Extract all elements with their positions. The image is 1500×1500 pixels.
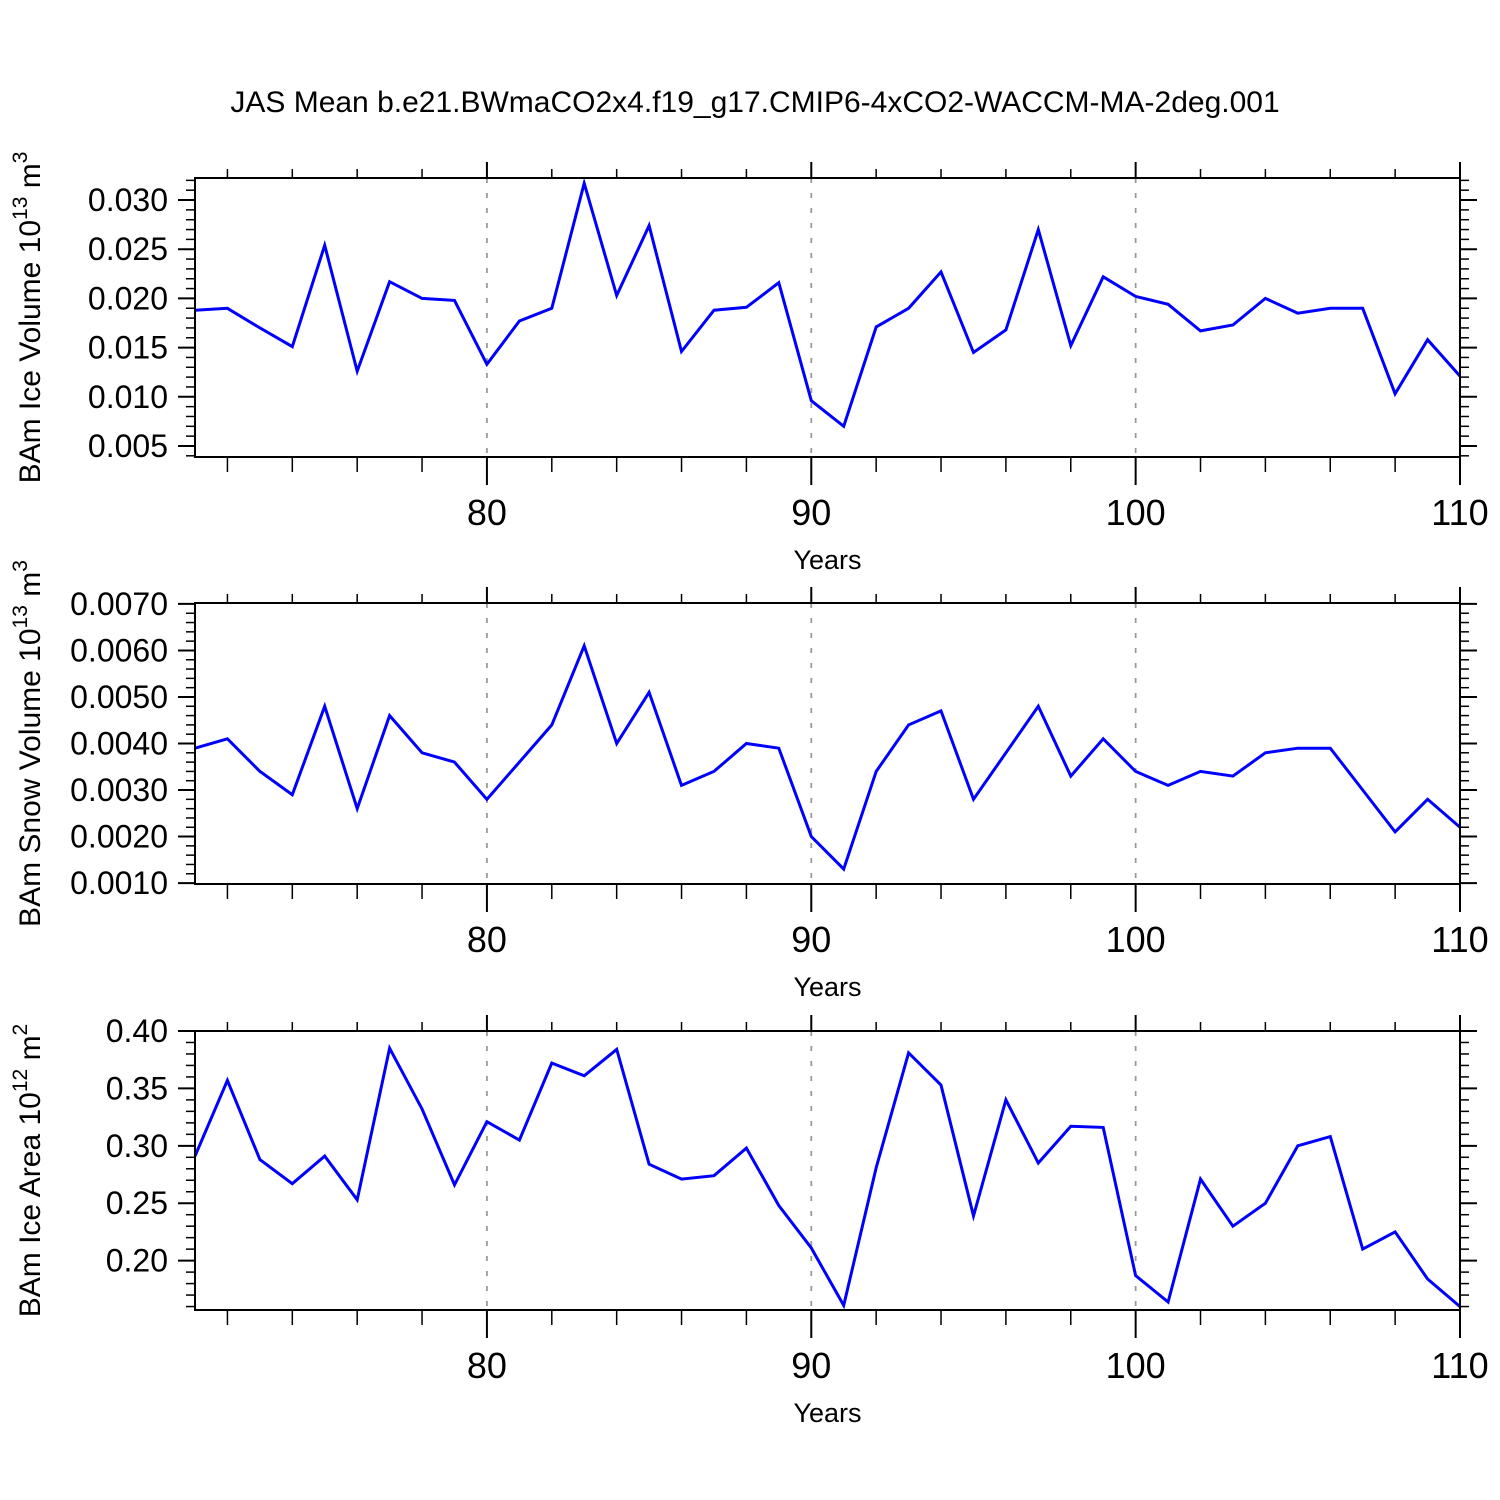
ytick-label: 0.0060 [70, 632, 168, 668]
panel-1-xtick-labels: 80 90 100 110 [467, 492, 1489, 533]
ytick-label: 0.010 [88, 379, 168, 415]
xtick-label: 90 [791, 492, 831, 533]
ytick-label: 0.0070 [70, 586, 168, 622]
panel-1: 0.005 0.010 0.015 0.020 0.025 0.030 80 90 100 110… [9, 152, 1489, 575]
panel-3: 0.20 0.25 0.30 0.35 0.40 80 90 100 110 Years BAm I… [9, 1013, 1489, 1428]
panel-1-data-line [194, 177, 1462, 429]
xtick-label: 100 [1106, 1345, 1166, 1386]
panel-2: 0.0010 0.0020 0.0030 0.0040 0.0050 0.0060 0.00… [9, 560, 1489, 1002]
panel-3-ticks [178, 1015, 1477, 1338]
ytick-label: 0.005 [88, 428, 168, 464]
panel-2-yaxis-title: BAm Snow Volume 1013 m3 [9, 560, 47, 927]
ytick-label: 0.030 [88, 182, 168, 218]
ytick-label: 0.40 [106, 1013, 168, 1049]
xtick-label: 80 [467, 492, 507, 533]
ytick-label: 0.20 [106, 1243, 168, 1279]
ytick-label: 0.0040 [70, 726, 168, 762]
ytick-label: 0.35 [106, 1070, 168, 1106]
panel-1-ytick-labels: 0.005 0.010 0.015 0.020 0.025 0.030 [88, 182, 168, 464]
panel-1-xaxis-title: Years [793, 545, 861, 575]
panel-2-ytick-labels: 0.0010 0.0020 0.0030 0.0040 0.0050 0.0060 0.00… [70, 586, 168, 901]
panel-2-ticks [178, 587, 1477, 912]
panel-2-data-line [194, 641, 1461, 872]
panel-3-yaxis-title: BAm Ice Area 1012 m2 [9, 1024, 47, 1318]
xtick-label: 90 [791, 1345, 831, 1386]
panel-3-gridlines [486, 1031, 1137, 1310]
xtick-label: 110 [1431, 1345, 1488, 1386]
ytick-label: 0.0010 [70, 865, 168, 901]
panel-3-xtick-labels: 80 90 100 110 [467, 1345, 1489, 1386]
panel-3-data-line [193, 1043, 1461, 1310]
panel-2-frame [194, 602, 1461, 885]
xtick-label: 110 [1431, 492, 1488, 533]
ytick-label: 0.020 [88, 280, 168, 316]
ytick-label: 0.30 [106, 1128, 168, 1164]
panel-1-ticks [178, 162, 1477, 485]
ytick-label: 0.25 [106, 1185, 168, 1221]
xtick-label: 80 [467, 919, 507, 960]
ytick-label: 0.0030 [70, 772, 168, 808]
plot-title: JAS Mean b.e21.BWmaCO2x4.f19_g17.CMIP6-4… [230, 86, 1280, 119]
ytick-label: 0.015 [88, 330, 168, 366]
xtick-label: 100 [1106, 919, 1166, 960]
panel-1-yaxis-title: BAm Ice Volume 1013 m3 [9, 152, 47, 484]
xtick-label: 90 [791, 919, 831, 960]
panel-3-frame [194, 1030, 1461, 1311]
panel-1-gridlines [486, 178, 1137, 457]
xtick-label: 110 [1431, 919, 1488, 960]
panel-2-gridlines [486, 603, 1137, 884]
ytick-label: 0.025 [88, 231, 168, 267]
panel-2-xaxis-title: Years [793, 972, 861, 1002]
xtick-label: 80 [467, 1345, 507, 1386]
xtick-label: 100 [1106, 492, 1166, 533]
panel-3-xaxis-title: Years [793, 1398, 861, 1428]
panel-3-ytick-labels: 0.20 0.25 0.30 0.35 0.40 [106, 1013, 168, 1279]
ytick-label: 0.0050 [70, 679, 168, 715]
ytick-label: 0.0020 [70, 819, 168, 855]
panel-2-xtick-labels: 80 90 100 110 [467, 919, 1489, 960]
